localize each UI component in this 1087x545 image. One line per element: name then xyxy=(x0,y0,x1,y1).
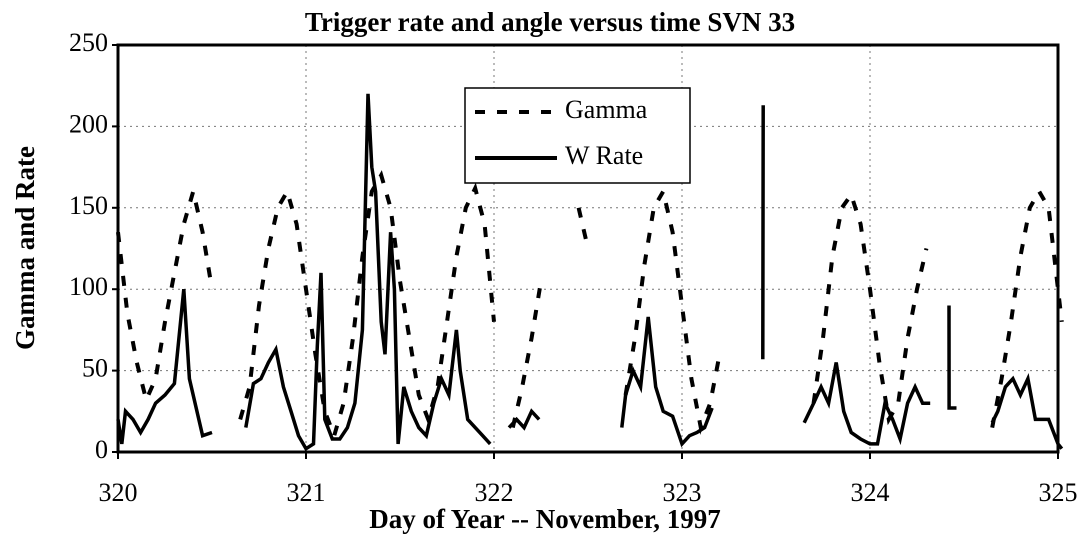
y-tick-label: 150 xyxy=(69,191,108,220)
legend-box xyxy=(464,87,691,184)
legend-label: Gamma xyxy=(565,95,648,124)
series-line xyxy=(116,93,1064,452)
y-axis-label: Gamma and Rate xyxy=(10,146,40,350)
x-tick-label: 324 xyxy=(851,478,890,507)
y-tick-label: 50 xyxy=(82,354,108,383)
x-axis-label: Day of Year -- November, 1997 xyxy=(369,504,720,534)
x-tick-label: 323 xyxy=(663,478,702,507)
y-tick-label: 200 xyxy=(69,109,108,138)
x-tick-label: 321 xyxy=(287,478,326,507)
x-tick-label: 322 xyxy=(475,478,514,507)
y-tick-label: 250 xyxy=(69,28,108,57)
x-tick-label: 325 xyxy=(1039,478,1078,507)
y-tick-label: 100 xyxy=(69,272,108,301)
chart-title: Trigger rate and angle versus time SVN 3… xyxy=(305,7,795,37)
x-tick-label: 320 xyxy=(99,478,138,507)
plot-frame xyxy=(116,43,1060,454)
series-line xyxy=(116,170,1064,442)
y-tick-label: 0 xyxy=(95,435,108,464)
legend-label: W Rate xyxy=(565,141,643,170)
